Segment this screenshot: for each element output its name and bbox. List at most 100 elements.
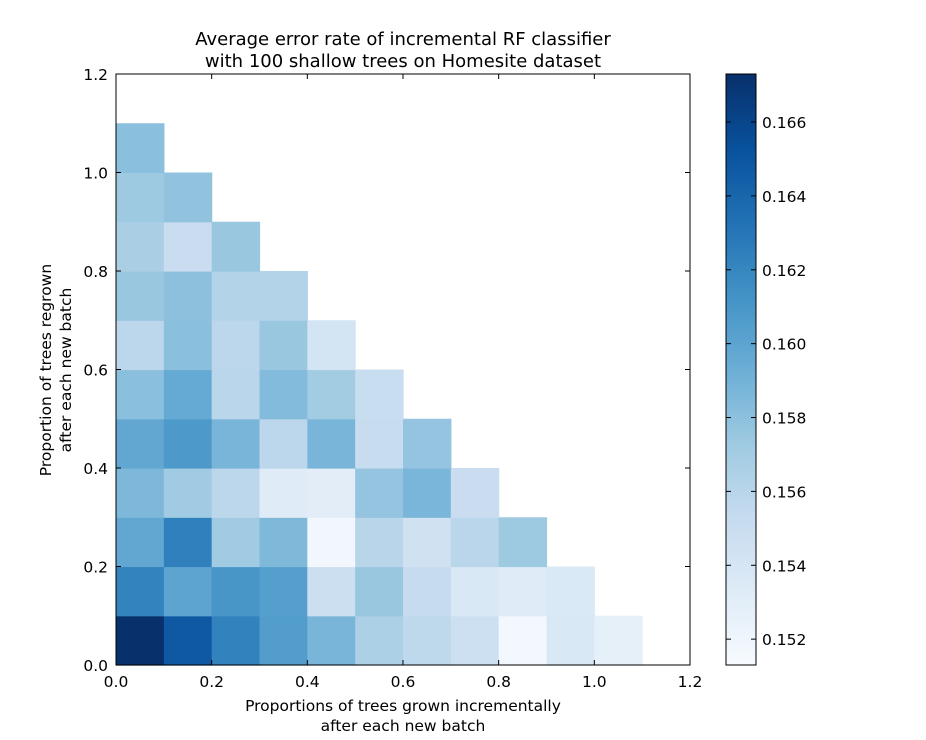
heatmap-cell [259,615,308,666]
heatmap-cell [259,369,308,420]
heatmap-cell [259,320,308,371]
heatmap-cell [403,468,452,518]
heatmap-cell [403,418,452,469]
heatmap-cell [116,320,165,371]
heatmap-cell [498,566,548,617]
y-tick-label: 1.0 [83,165,108,183]
heatmap-cell [163,172,213,223]
heatmap-cell [163,566,213,617]
heatmap-cell [355,418,404,469]
heatmap-cell [211,517,261,568]
colorbar-ticks: 0.152 0.154 0.156 0.158 0.160 0.162 0.164 0.166 [726,114,806,649]
heatmap-cell [307,517,356,568]
heatmap-cell [116,221,165,272]
heatmap-cell [355,566,404,617]
x-axis-label-line-2: after each new batch [321,717,486,735]
heatmap-cell [163,517,213,568]
y-tick-label: 1.2 [83,66,108,84]
heatmap-cell [116,615,165,666]
heatmap-cell [211,271,261,321]
heatmap-cell [116,123,165,174]
colorbar-tick-label: 0.162 [762,262,806,280]
colorbar-tick-label: 0.166 [762,114,806,132]
heatmap-cell [307,418,356,469]
heatmap-cell [116,468,165,518]
colorbar-tick-label: 0.158 [762,410,806,428]
heatmap-cell [450,566,500,617]
heatmap-cell [307,615,356,666]
y-axis-ticks: 0.0 0.2 0.4 0.6 0.8 1.0 1.2 [83,66,690,675]
heatmap-cell [211,418,261,469]
heatmap-cell [403,566,452,617]
heatmap-cell [259,468,308,518]
x-tick-label: 0.6 [391,673,416,691]
x-tick-label: 0.4 [295,673,320,691]
heatmap-cell [546,566,595,617]
colorbar-tick-label: 0.152 [762,631,806,649]
heatmap-cell [307,320,356,371]
heatmap-cell [355,615,404,666]
heatmap-cell [403,615,452,666]
heatmap-cell [116,517,165,568]
x-tick-label: 0.0 [104,673,129,691]
colorbar-tick-label: 0.156 [762,483,806,501]
heatmap-cell [259,418,308,469]
colorbar-tick-label: 0.164 [762,188,806,206]
colorbar-tick-label: 0.154 [762,557,806,575]
heatmap-cell [163,369,213,420]
heatmap-cell [163,320,213,371]
heatmap-cell [403,517,452,568]
heatmap-cell [211,566,261,617]
heatmap-cell [307,468,356,518]
y-tick-label: 0.0 [83,657,108,675]
heatmap-cell [355,468,404,518]
heatmap-cell [498,615,548,666]
heatmap-cell [163,221,213,272]
chart-title-line-1: Average error rate of incremental RF cla… [195,29,611,50]
x-axis-ticks: 0.0 0.2 0.4 0.6 0.8 1.0 1.2 [104,74,703,691]
y-tick-label: 0.8 [83,263,108,281]
x-axis-label-line-1: Proportions of trees grown incrementally [245,697,561,715]
heatmap-cell [498,517,548,568]
heatmap-cell [450,517,500,568]
x-tick-label: 0.8 [486,673,511,691]
x-tick-label: 0.2 [199,673,224,691]
heatmap-cell [116,271,165,321]
x-tick-label: 1.0 [582,673,607,691]
heatmap-cell [211,615,261,666]
heatmap-cell [259,566,308,617]
heatmap-cell [211,369,261,420]
heatmap-cell [211,221,261,272]
heatmap-cell [116,566,165,617]
heatmap-cell [116,418,165,469]
heatmap-cell [163,418,213,469]
heatmap-cell [211,468,261,518]
colorbar-tick-label: 0.160 [762,336,806,354]
heatmap-cell [355,369,404,420]
heatmap-cell [307,369,356,420]
chart-title-line-2: with 100 shallow trees on Homesite datas… [205,51,601,72]
y-tick-label: 0.2 [83,559,108,577]
heatmap-cell [116,172,165,223]
y-tick-label: 0.6 [83,362,108,380]
x-tick-label: 1.2 [678,673,703,691]
heatmap-cell [163,271,213,321]
heatmap-cell [116,369,165,420]
heatmap-cell [594,615,643,666]
y-axis-label-line-2: after each new batch [57,288,75,453]
heatmap-cell [259,517,308,568]
heatmap-cell [259,271,308,321]
heatmap-cell [307,566,356,617]
heatmap-cell [163,615,213,666]
heatmap-cell [355,517,404,568]
heatmap-cell [450,468,500,518]
heatmap-cell [211,320,261,371]
colorbar [725,73,757,666]
y-axis-label-line-1: Proportion of trees regrown [37,264,55,476]
heatmap-cell [163,468,213,518]
heatmap-cell [450,615,500,666]
y-tick-label: 0.4 [83,460,108,478]
heatmap-cells [116,123,643,666]
heatmap-cell [546,615,595,666]
